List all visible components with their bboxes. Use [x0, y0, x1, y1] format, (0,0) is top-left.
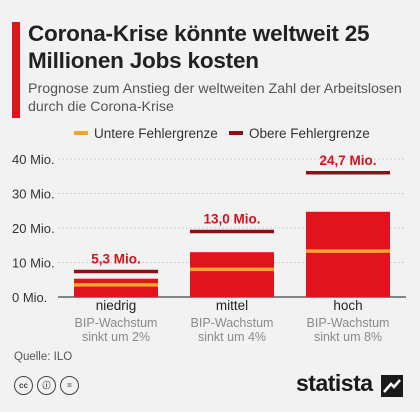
- x-tick-sublabel: BIP-Wachstum sinkt um 4%: [191, 316, 274, 344]
- legend-swatch-lower: [74, 131, 88, 135]
- nd-icon: =: [60, 376, 79, 395]
- bar: [190, 252, 274, 297]
- y-tick-label: 40 Mio.: [12, 152, 55, 167]
- chart-title: Corona-Krise könnte weltweit 25 Millione…: [28, 21, 370, 73]
- legend-swatch-upper: [229, 131, 243, 135]
- x-tick-sublabel: BIP-Wachstum sinkt um 2%: [75, 316, 158, 344]
- x-tick-label: hoch: [333, 298, 362, 313]
- chart-subtitle: Prognose zum Anstieg der weltweiten Zahl…: [28, 81, 402, 115]
- cc-icon: cc: [14, 376, 33, 395]
- data-label: 5,3 Mio.: [91, 251, 141, 266]
- bars: 5,3 Mio. 13,0 Mio. 24,7 Mio.: [74, 153, 390, 297]
- title-accent-bar: [12, 22, 20, 118]
- data-label: 24,7 Mio.: [319, 153, 376, 168]
- x-tick-label: niedrig: [96, 298, 137, 313]
- legend-label-lower: Untere Fehlergrenze: [94, 126, 218, 141]
- license-icons: cc ⓘ =: [14, 376, 83, 395]
- bar: [306, 211, 390, 297]
- y-tick-label: 30 Mio.: [12, 187, 55, 202]
- source-note: Quelle: ILO: [14, 351, 73, 363]
- data-label: 13,0 Mio.: [203, 211, 260, 226]
- x-axis: niedrig BIP-Wachstum sinkt um 2% mittel BIP-…: [75, 298, 390, 344]
- x-tick-label: mittel: [216, 298, 248, 313]
- bar: [74, 278, 158, 297]
- y-tick-label: 0 Mio.: [12, 290, 47, 305]
- y-tick-label: 20 Mio.: [12, 221, 55, 236]
- y-axis: 0 Mio. 10 Mio. 20 Mio. 30 Mio. 40 Mio.: [12, 152, 55, 305]
- x-tick-sublabel: BIP-Wachstum sinkt um 8%: [307, 316, 390, 344]
- by-icon: ⓘ: [37, 376, 56, 395]
- y-tick-label: 10 Mio.: [12, 256, 55, 271]
- statista-logo-icon: [381, 375, 403, 397]
- brand-name: statista: [296, 370, 373, 396]
- legend: Untere Fehlergrenze Obere Fehlergrenze: [74, 126, 370, 141]
- legend-label-upper: Obere Fehlergrenze: [249, 126, 370, 141]
